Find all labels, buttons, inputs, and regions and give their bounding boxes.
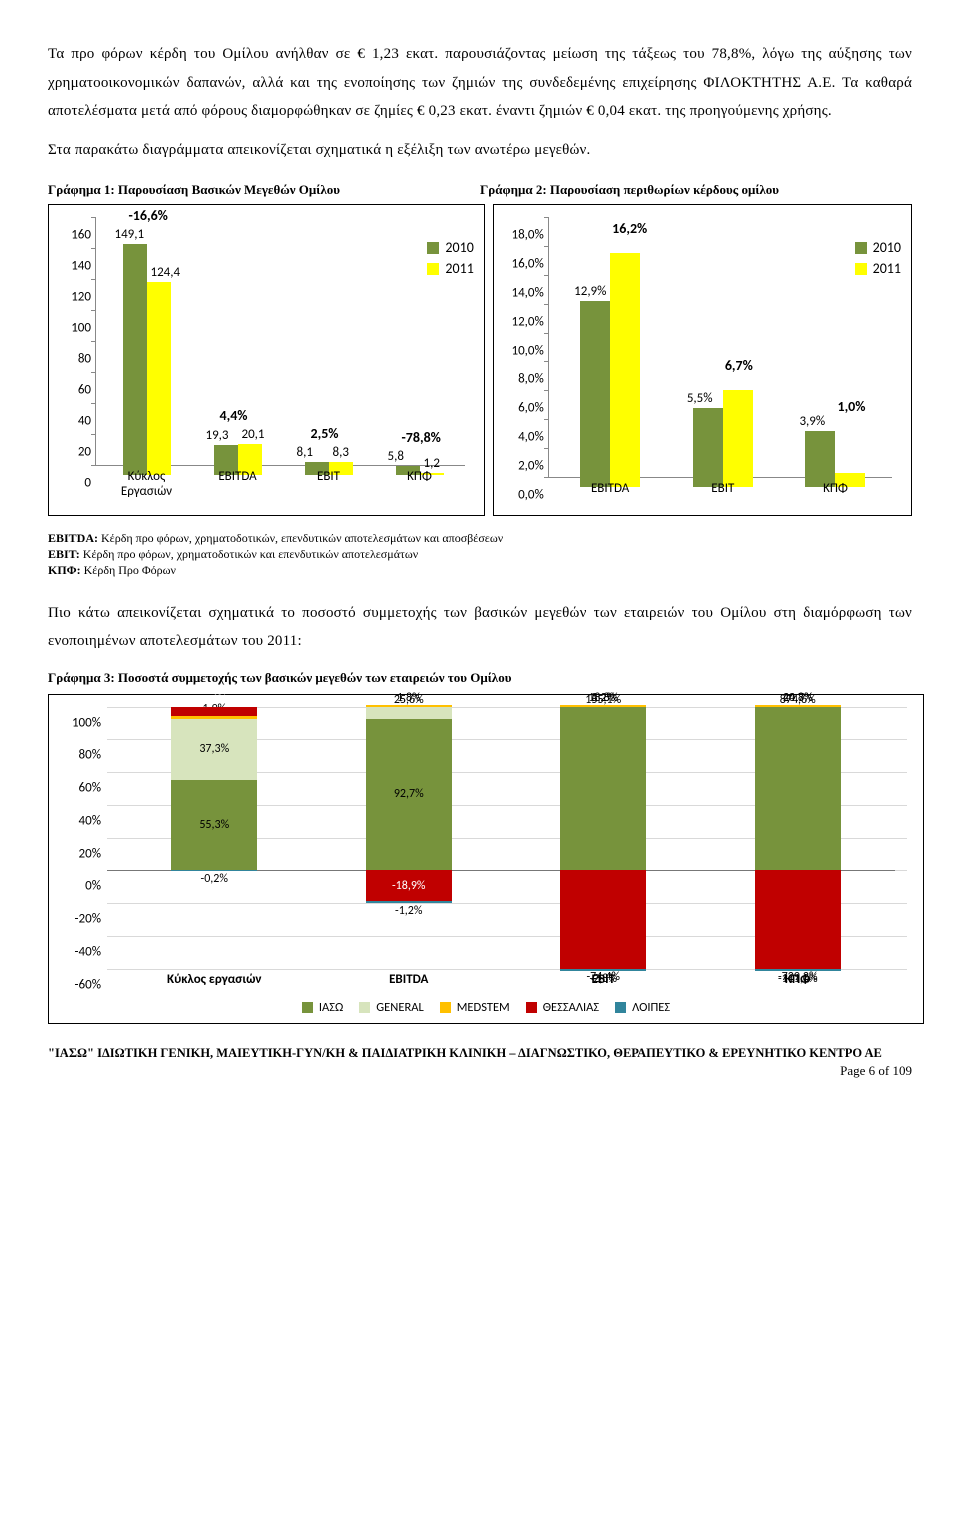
paragraph-1: Τα προ φόρων κέρδη του Ομίλου ανήλθαν σε…	[48, 40, 912, 126]
paragraph-3: Πιο κάτω απεικονίζεται σχηματικά το ποσο…	[48, 599, 912, 656]
paragraph-2: Στα παρακάτω διαγράμματα απεικονίζεται σ…	[48, 136, 912, 165]
chart2-title: Γράφημα 2: Παρουσίαση περιθωρίων κέρδους…	[480, 182, 912, 198]
chart1-title: Γράφημα 1: Παρουσίαση Βασικών Μεγεθών Ομ…	[48, 182, 480, 198]
chart-1: 2010 2011 020406080100120140160149,1124,…	[48, 204, 485, 516]
chart-2: 2010 2011 0,0%2,0%4,0%6,0%8,0%10,0%12,0%…	[493, 204, 912, 516]
page-number: Page 6 of 109	[48, 1063, 912, 1079]
definitions: EBITDA: Κέρδη προ φόρων, χρηματοδοτικών,…	[48, 530, 912, 579]
chart3-legend: ΙΑΣΩGENERALMEDSTEMΘΕΣΣΑΛΙΑΣΛΟΙΠΕΣ	[49, 1000, 923, 1019]
chart3-title: Γράφημα 3: Ποσοστά συμμετοχής των βασικώ…	[48, 670, 912, 686]
footer-text: "ΙΑΣΩ" ΙΔΙΩΤΙΚΗ ΓΕΝΙΚΗ, ΜΑΙΕΥΤΙΚΗ-ΓΥΝ/ΚΗ…	[48, 1046, 912, 1061]
chart-3: -60%-40%-20%0%20%40%60%80%100%55,3%37,3%…	[48, 694, 924, 1024]
